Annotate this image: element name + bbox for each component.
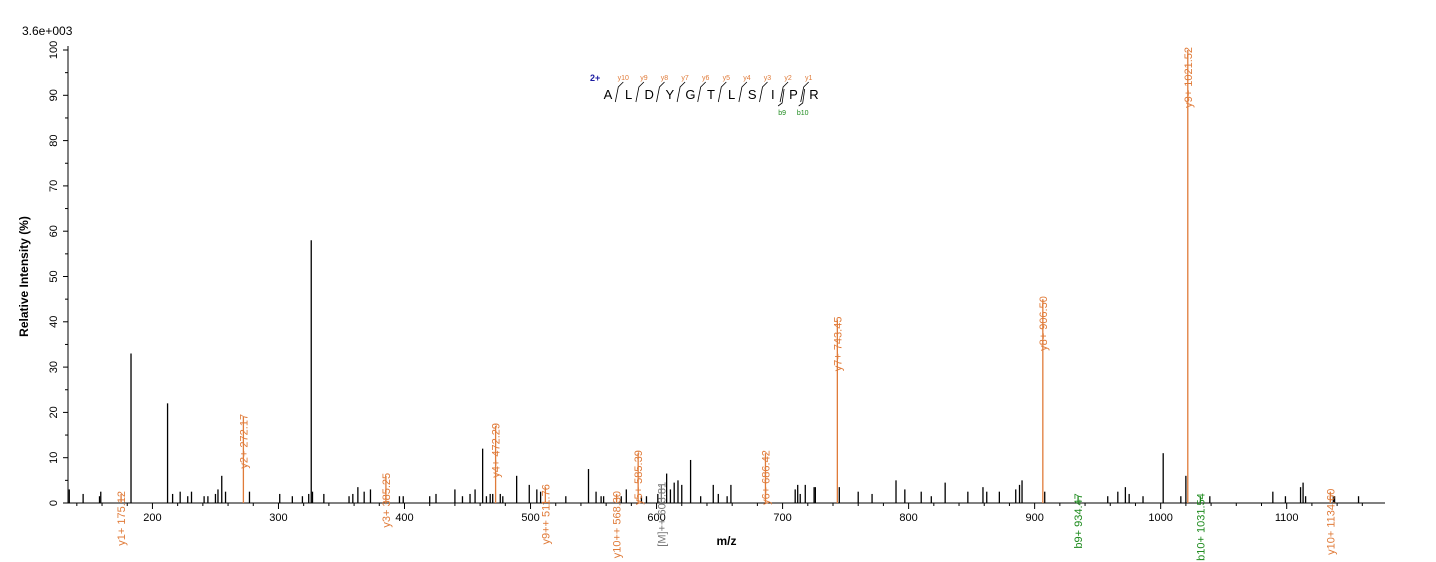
sequence-residue: Y — [665, 87, 674, 102]
peak-label: b9+ 934.47 — [1073, 493, 1085, 548]
b-ion-bracket — [777, 88, 785, 107]
y-ion-bracket — [759, 81, 768, 103]
intensity-scale-label: 3.6e+003 — [22, 24, 73, 38]
x-tick-label: 300 — [269, 512, 287, 524]
y-ion-label: y2 — [784, 75, 792, 82]
b-ion-bracket — [798, 88, 806, 107]
peak-label: y10+ 1134.60 — [1325, 489, 1337, 555]
y-ion-label: y5 — [723, 75, 731, 82]
y-tick-label: 80 — [48, 134, 60, 146]
sequence-residue: A — [604, 87, 613, 102]
peak-label: b10+ 1031.54 — [1195, 493, 1207, 561]
y-ion-label: y10 — [618, 75, 629, 82]
axes: 200 300 400 500 600 700 800 900 1000 1100 0 10 20 30 4… — [48, 41, 1385, 524]
x-tick-label: 500 — [521, 512, 539, 524]
peak-label: y1+ 175.12 — [116, 491, 128, 546]
x-tick-label: 1000 — [1148, 512, 1172, 524]
x-tick-label: 900 — [1025, 512, 1043, 524]
peak-label: y9++ 511.76 — [540, 484, 552, 544]
x-tick-label: 800 — [899, 512, 917, 524]
peak-label: y10++ 568.30 — [612, 491, 624, 558]
x-tick-label: 600 — [647, 512, 665, 524]
y-ion-bracket — [614, 81, 624, 103]
charge-state-label: 2+ — [590, 73, 600, 83]
peak-label: y6+ 686.42 — [760, 450, 772, 505]
y-tick-label: 0 — [48, 500, 60, 506]
y-axis-label: Relative Intensity (%) — [17, 216, 31, 337]
peak-label: [M]++ 603.81 — [656, 482, 668, 547]
y-tick-label: 20 — [48, 406, 60, 418]
b-ion-label: b10 — [797, 110, 809, 117]
x-axis-label: m/z — [716, 534, 736, 548]
y-ion-label: y9 — [640, 75, 648, 82]
annotated-peaks-layer: y1+ 175.12 y2+ 272.17 y3+ 385.25 y4+ 472.29… — [116, 47, 1337, 561]
sequence-residue: G — [685, 87, 695, 102]
y-ion-bracket — [800, 81, 809, 103]
b-ion-label: b9 — [778, 110, 786, 117]
y-ion-bracket — [676, 81, 686, 103]
peak-label: y3+ 385.25 — [381, 473, 393, 528]
sequence-residue: P — [789, 87, 798, 102]
y-tick-label: 30 — [48, 361, 60, 373]
sequence-residue: L — [728, 87, 735, 102]
y-tick-label: 100 — [48, 41, 60, 59]
y-ion-bracket — [697, 81, 706, 103]
sequence-residue: T — [707, 87, 715, 102]
y-ion-bracket — [635, 81, 645, 103]
x-tick-label: 400 — [395, 512, 413, 524]
x-tick-label: 700 — [773, 512, 791, 524]
peak-label: y2+ 272.17 — [238, 414, 250, 469]
peak-label: y5+ 585.39 — [633, 450, 645, 505]
y-ion-label: y1 — [805, 75, 813, 82]
y-ion-bracket — [779, 81, 789, 103]
peak-label: y4+ 472.29 — [491, 423, 503, 478]
peaks-layer — [68, 240, 1360, 503]
y-ion-label: y4 — [743, 75, 751, 82]
y-ion-label: y8 — [661, 75, 669, 82]
peak-label: y9+ 1021.52 — [1183, 47, 1195, 108]
sequence-residue: I — [771, 87, 775, 102]
peak-label: y8+ 906.50 — [1038, 296, 1050, 351]
y-tick-label: 10 — [48, 452, 60, 464]
y-ion-label: y3 — [764, 75, 772, 82]
y-tick-label: 40 — [48, 316, 60, 328]
y-tick-label: 60 — [48, 225, 60, 237]
y-tick-label: 90 — [48, 89, 60, 101]
x-tick-label: 200 — [143, 512, 161, 524]
y-ion-label: y7 — [681, 75, 689, 82]
x-tick-label: 1100 — [1275, 512, 1299, 524]
y-tick-label: 70 — [48, 180, 60, 192]
y-tick-label: 50 — [48, 270, 60, 282]
y-ion-label: y6 — [702, 75, 710, 82]
y-ion-bracket — [656, 81, 665, 103]
sequence-residue: S — [748, 87, 757, 102]
peak-label: y7+ 743.45 — [832, 317, 844, 372]
sequence-residue: L — [625, 87, 632, 102]
y-ion-bracket — [738, 81, 748, 103]
sequence-residue: R — [809, 87, 818, 102]
sequence-residue: D — [645, 87, 654, 102]
y-ion-bracket — [717, 81, 727, 103]
